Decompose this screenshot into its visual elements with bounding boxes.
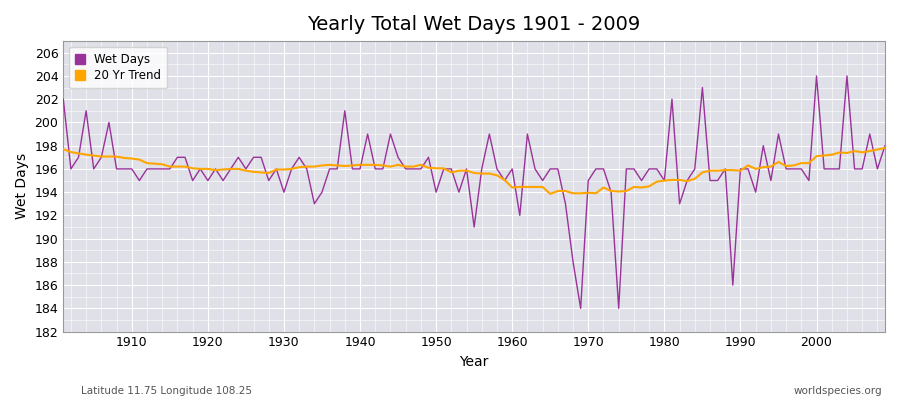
X-axis label: Year: Year	[460, 355, 489, 369]
Title: Yearly Total Wet Days 1901 - 2009: Yearly Total Wet Days 1901 - 2009	[308, 15, 641, 34]
Text: worldspecies.org: worldspecies.org	[794, 386, 882, 396]
Legend: Wet Days, 20 Yr Trend: Wet Days, 20 Yr Trend	[69, 47, 166, 88]
Text: Latitude 11.75 Longitude 108.25: Latitude 11.75 Longitude 108.25	[81, 386, 252, 396]
Y-axis label: Wet Days: Wet Days	[15, 153, 29, 220]
